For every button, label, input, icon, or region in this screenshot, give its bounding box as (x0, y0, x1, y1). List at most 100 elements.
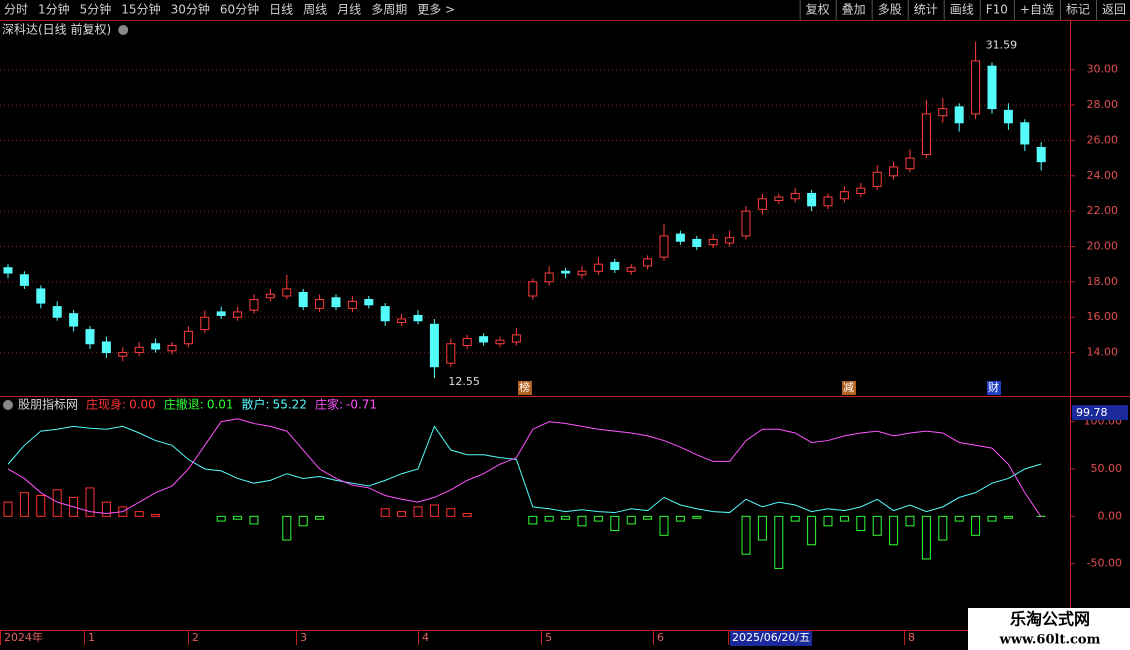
indicator-bar (905, 515, 915, 527)
watermark-url: www.60lt.com (999, 633, 1101, 648)
candle-body (774, 196, 784, 202)
candle-body (101, 341, 111, 354)
candle-body (216, 311, 226, 316)
indicator-line (7, 425, 1042, 514)
indicator-bar (413, 506, 423, 517)
event-badge[interactable] (842, 381, 856, 395)
toolbar-item[interactable]: 5分钟 (80, 2, 112, 17)
indicator-bar (577, 515, 587, 527)
candle-body (85, 329, 95, 345)
candle-body (495, 339, 505, 345)
indicator-bar (954, 515, 964, 522)
candle-body (626, 267, 636, 272)
candle-body (528, 281, 538, 297)
y-tick-label: 50.00 (1091, 462, 1123, 475)
toolbar-item[interactable]: 1分钟 (38, 2, 70, 17)
legend-value: -0.71 (346, 398, 377, 412)
indicator-bar (282, 515, 292, 541)
candle-body (921, 113, 931, 156)
toolbar-button[interactable]: 叠加 (842, 3, 866, 17)
toolbar-button[interactable]: 多股 (878, 3, 902, 17)
candle-body (511, 334, 521, 343)
toolbar-button[interactable]: +自选 (1020, 3, 1054, 17)
low-label: 12.55 (448, 375, 480, 388)
indicator-bar (462, 513, 472, 517)
indicator-bar (380, 508, 390, 517)
indicator-bar (987, 515, 997, 522)
indicator-bar (3, 501, 13, 517)
event-badge[interactable] (518, 381, 532, 395)
toolbar-button[interactable]: 复权 (806, 3, 830, 17)
y-tick-label: 20.00 (1087, 240, 1119, 253)
indicator-bar (872, 515, 882, 536)
candle-body (692, 238, 702, 248)
toolbar-item[interactable]: 更多 > (417, 3, 455, 17)
candle-body (265, 293, 275, 299)
indicator-bar (889, 515, 899, 546)
indicator-bar (216, 515, 226, 522)
candle-body (741, 210, 751, 237)
toolbar-item[interactable]: 周线 (303, 3, 327, 17)
toolbar-button[interactable]: 画线 (950, 3, 974, 17)
toolbar-button[interactable]: F10 (986, 3, 1008, 17)
legend-value: 55.22 (273, 398, 307, 412)
cursor-value-box (1072, 405, 1128, 420)
candle-body (889, 166, 899, 177)
candle-body (151, 343, 161, 350)
indicator-bar (643, 515, 653, 520)
toolbar-item[interactable]: 30分钟 (171, 2, 210, 17)
indicator-bar (790, 515, 800, 522)
event-label: 榜 (519, 380, 530, 394)
indicator-bar (233, 515, 243, 520)
toolbar-button[interactable]: 返回 (1102, 3, 1126, 17)
candle-body (397, 318, 407, 324)
indicator-bar (921, 515, 931, 560)
collapse-icon[interactable] (3, 400, 13, 410)
candle-body (954, 106, 964, 124)
date-label: 2 (192, 631, 199, 644)
toolbar-item[interactable]: 多周期 (371, 3, 407, 17)
indicator-bar (249, 515, 259, 525)
candle-body (36, 288, 46, 304)
indicator-bar (446, 508, 456, 517)
candle-body (905, 157, 915, 170)
legend-name: 散户: (242, 397, 270, 412)
legend-name: 庄现身: (86, 397, 126, 412)
y-tick-label: 28.00 (1087, 98, 1119, 111)
indicator-bar (593, 515, 603, 522)
candle-body (479, 336, 489, 343)
candle-body (200, 316, 210, 331)
toolbar-item[interactable]: 60分钟 (220, 2, 259, 17)
candle-body (1020, 122, 1030, 145)
toolbar-item[interactable]: 15分钟 (121, 2, 160, 17)
date-label: 2025/06/20/五 (732, 631, 810, 644)
indicator-bar (36, 495, 46, 517)
indicator-bar (561, 515, 571, 520)
candle-body (347, 300, 357, 309)
candle-body (52, 306, 62, 318)
candle-body (790, 192, 800, 200)
title-icon[interactable] (118, 25, 129, 35)
toolbar-item[interactable]: 月线 (337, 3, 361, 17)
y-tick-label: 14.00 (1087, 346, 1119, 359)
date-label: 6 (657, 631, 664, 644)
y-tick-label: 22.00 (1087, 204, 1119, 217)
toolbar-button[interactable]: 统计 (914, 3, 938, 17)
toolbar-item[interactable]: 日线 (269, 3, 293, 17)
event-badge[interactable] (987, 381, 1001, 395)
candle-body (544, 272, 554, 283)
indicator-title: 股朋指标网 (18, 397, 78, 412)
indicator-bar (659, 515, 669, 536)
toolbar-button[interactable]: 标记 (1066, 3, 1090, 17)
indicator-bar (823, 515, 833, 527)
candle-body (69, 313, 79, 327)
toolbar-item[interactable]: 分时 (4, 3, 28, 17)
stock-title: 深科达(日线 前复权) (2, 22, 111, 37)
indicator-bar (675, 515, 685, 522)
candle-body (446, 343, 456, 364)
indicator-bar (298, 515, 308, 527)
candle-body (807, 192, 817, 207)
candle-body (233, 311, 243, 318)
indicator-bar (151, 513, 161, 517)
